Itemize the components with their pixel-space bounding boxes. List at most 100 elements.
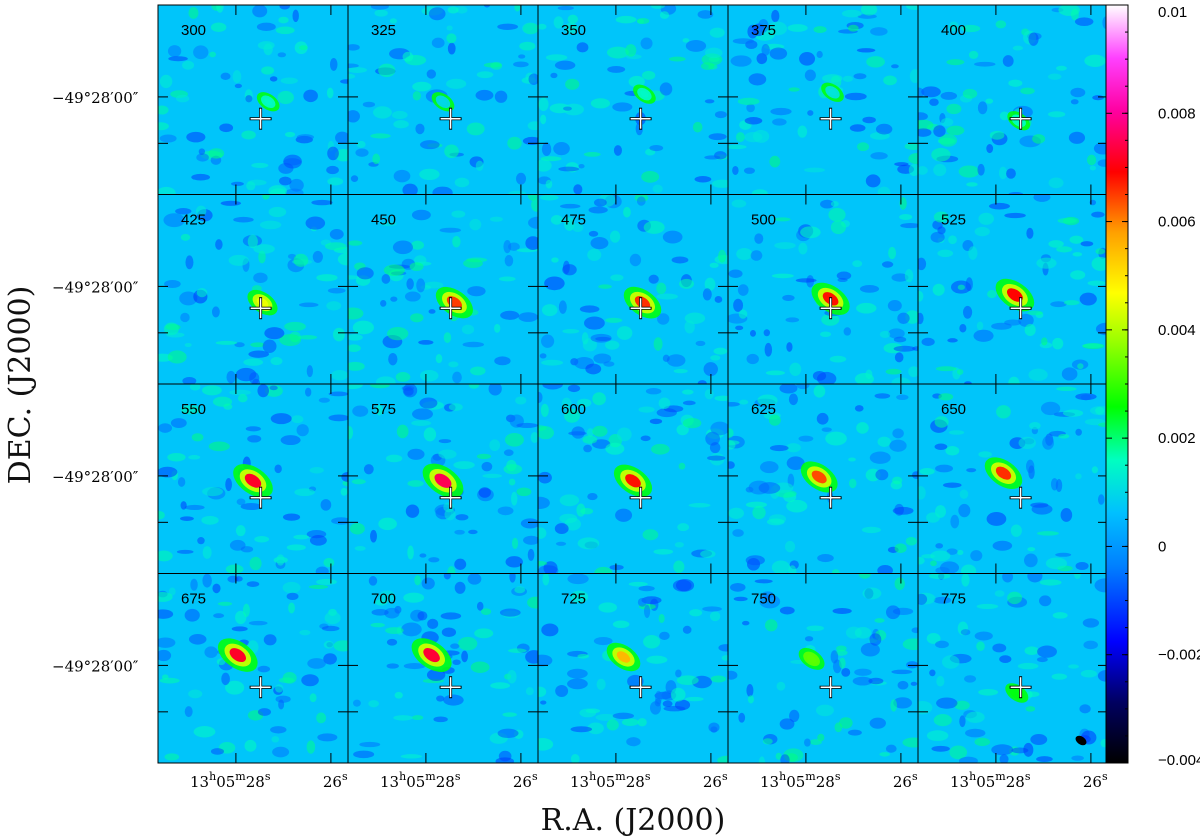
noise-blob (348, 73, 356, 79)
noise-blob (284, 131, 296, 138)
noise-blob (567, 678, 588, 690)
noise-blob (503, 239, 512, 254)
noise-blob (257, 41, 275, 50)
noise-blob (316, 274, 338, 282)
noise-blob (158, 423, 173, 433)
noise-blob (411, 240, 425, 250)
noise-blob (899, 213, 913, 221)
noise-blob (403, 662, 426, 670)
noise-blob (280, 435, 301, 446)
noise-blob (379, 590, 396, 603)
noise-blob (528, 73, 538, 85)
noise-blob (444, 508, 456, 521)
noise-blob (1068, 664, 1079, 669)
noise-blob (554, 60, 576, 70)
noise-blob (598, 284, 612, 289)
noise-blob (940, 91, 958, 100)
noise-blob (488, 384, 502, 396)
noise-blob (215, 239, 223, 250)
noise-blob (1051, 673, 1068, 680)
noise-blob (387, 327, 409, 341)
noise-blob (250, 342, 266, 348)
noise-blob (848, 478, 857, 489)
channel-label: 675 (181, 591, 206, 608)
noise-blob (351, 479, 366, 485)
noise-blob (763, 329, 771, 337)
noise-blob (467, 286, 486, 297)
channel-panel: 750 (727, 573, 919, 764)
channel-panel: 725 (537, 573, 729, 764)
noise-blob (468, 384, 480, 389)
noise-blob (839, 717, 853, 729)
channel-panel: 300 (157, 4, 349, 195)
noise-blob (452, 659, 461, 666)
noise-blob (685, 40, 707, 52)
noise-blob (553, 142, 570, 156)
noise-blob (989, 130, 1005, 140)
noise-blob (443, 573, 451, 580)
noise-blob (272, 746, 290, 758)
noise-blob (728, 144, 747, 150)
noise-blob (797, 125, 808, 138)
noise-blob (245, 426, 261, 432)
noise-blob (286, 592, 299, 601)
noise-blob (189, 384, 201, 391)
noise-blob (709, 442, 721, 454)
noise-blob (709, 611, 721, 622)
noise-blob (1040, 401, 1061, 416)
noise-blob (1027, 547, 1036, 552)
noise-blob (447, 566, 456, 574)
noise-blob (918, 112, 928, 121)
noise-blob (454, 558, 467, 570)
noise-blob (505, 556, 523, 568)
noise-blob (747, 695, 754, 704)
noise-blob (894, 162, 909, 167)
noise-blob (636, 196, 646, 206)
noise-blob (542, 573, 550, 586)
noise-blob (854, 405, 864, 412)
noise-blob (789, 362, 802, 377)
noise-blob (588, 230, 599, 237)
noise-blob (243, 358, 264, 366)
noise-blob (511, 491, 518, 506)
noise-blob (565, 78, 580, 90)
noise-blob (874, 618, 885, 623)
noise-blob (370, 133, 391, 139)
noise-blob (866, 56, 885, 68)
noise-blob (675, 669, 682, 678)
noise-blob (764, 342, 773, 357)
noise-blob (590, 236, 609, 250)
noise-blob (847, 729, 862, 736)
noise-blob (164, 753, 180, 761)
noise-blob (991, 744, 1014, 756)
noise-blob (463, 258, 483, 269)
noise-blob (528, 216, 538, 229)
colorbar-tick-label: 0.006 (1158, 214, 1196, 231)
noise-blob (403, 592, 425, 603)
noise-blob (296, 424, 309, 437)
noise-blob (220, 200, 242, 206)
noise-blob (270, 413, 292, 425)
noise-blob (184, 706, 193, 718)
noise-blob (508, 190, 527, 195)
noise-blob (240, 502, 262, 511)
noise-blob (158, 550, 173, 562)
noise-blob (598, 602, 618, 613)
noise-blob (519, 41, 536, 51)
noise-blob (212, 583, 221, 594)
panel-image (538, 573, 728, 763)
noise-blob (248, 350, 270, 358)
noise-blob (761, 44, 770, 56)
noise-blob (875, 123, 893, 135)
noise-blob (570, 726, 593, 733)
noise-blob (305, 387, 312, 397)
noise-blob (888, 328, 905, 339)
noise-blob (931, 745, 950, 752)
noise-blob (891, 64, 899, 69)
y-tick-label: −49°28′00″ (52, 89, 139, 107)
noise-blob (1028, 32, 1039, 46)
noise-blob (1028, 368, 1048, 381)
noise-blob (579, 305, 600, 313)
noise-blob (1084, 54, 1106, 67)
noise-blob (326, 165, 339, 175)
